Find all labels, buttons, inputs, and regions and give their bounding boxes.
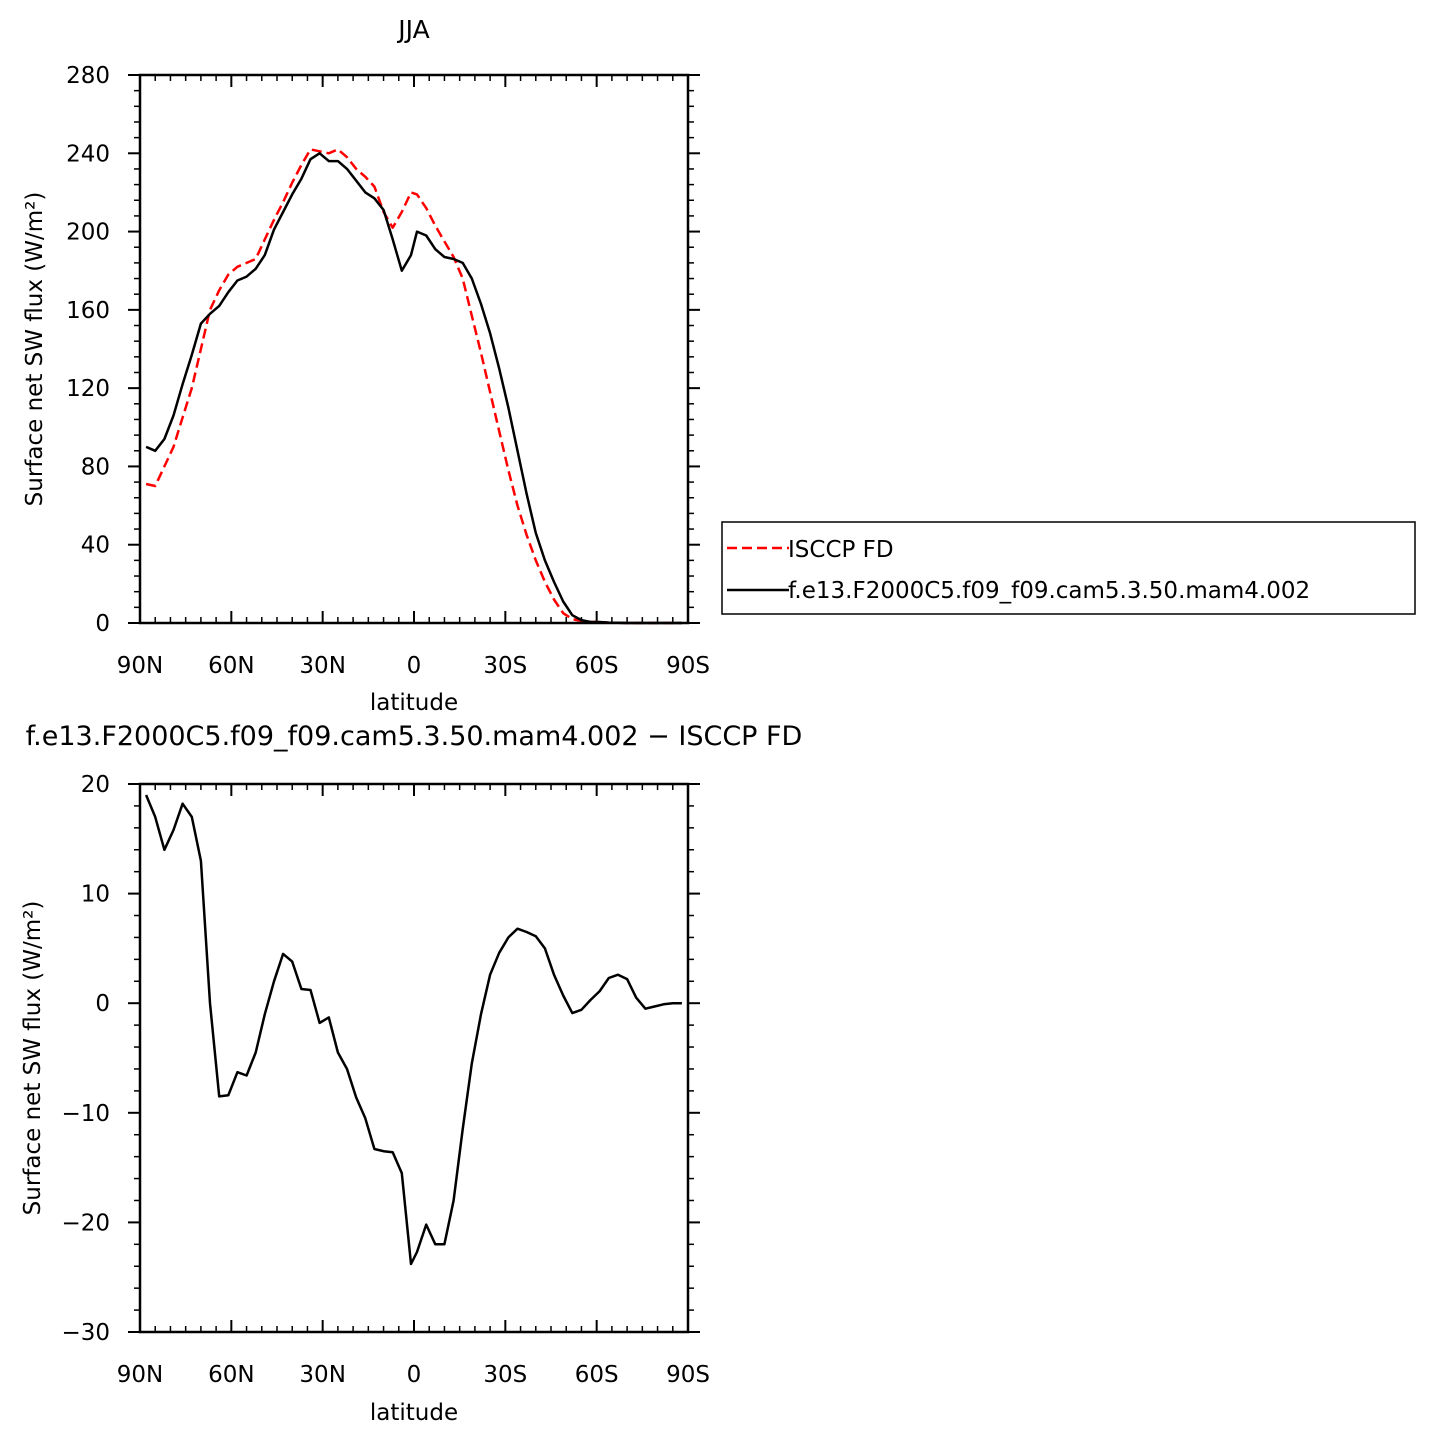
bottom-ticks: 90N 60N 30N 0 30S 60S 90S −30 −20 −10 0 10 20 (61, 772, 709, 1388)
top-series-group (145, 148, 682, 625)
legend: ISCCP FD f.e13.F2000C5.f09_f09.cam5.3.50… (721, 521, 1416, 615)
top-x-tick-label: 90S (666, 653, 710, 679)
legend-label-model: f.e13.F2000C5.f09_f09.cam5.3.50.mam4.002 (788, 578, 1310, 604)
top-x-tick-label: 60S (575, 653, 619, 679)
top-y-axis-label: Surface net SW flux (W/m²) (22, 192, 48, 507)
bottom-y-tick-label: 10 (81, 882, 110, 908)
top-x-tick-label: 30N (299, 653, 345, 679)
top-y-tick-label: 160 (66, 298, 110, 324)
bottom-x-tick-label: 30S (483, 1362, 527, 1388)
top-y-tick-label: 240 (66, 141, 110, 167)
bottom-x-tick-label: 90N (117, 1362, 163, 1388)
top-x-tick-label: 60N (208, 653, 254, 679)
bottom-plot-frame (138, 782, 690, 1334)
top-y-tick-label: 0 (95, 611, 110, 637)
bottom-y-tick-label: −30 (61, 1320, 110, 1346)
top-y-tick-label: 80 (81, 454, 110, 480)
bottom-y-tick-label: −10 (61, 1101, 110, 1127)
bottom-panel: f.e13.F2000C5.f09_f09.cam5.3.50.mam4.002… (20, 721, 802, 1426)
top-x-axis-label: latitude (370, 690, 458, 716)
top-series-line-1 (145, 152, 682, 625)
legend-box (721, 521, 1416, 615)
bottom-series-group (144, 794, 682, 1266)
top-x-tick-label: 0 (407, 653, 422, 679)
bottom-y-tick-label: 0 (95, 991, 110, 1017)
bottom-y-tick-label: −20 (61, 1210, 110, 1236)
legend-label-isccp: ISCCP FD (788, 537, 894, 563)
bottom-x-axis-label: latitude (370, 1400, 458, 1426)
bottom-x-tick-label: 60N (208, 1362, 254, 1388)
top-panel: JJA 90N 60N 30N 0 30S 60S 90S 0 40 80 120 160 200 240… (22, 15, 1416, 716)
top-ticks: 90N 60N 30N 0 30S 60S 90S 0 40 80 120 160 200 240 280 (66, 63, 710, 679)
top-x-tick-label: 30S (483, 653, 527, 679)
bottom-y-axis-label: Surface net SW flux (W/m²) (20, 901, 46, 1216)
bottom-series-line-0 (144, 794, 682, 1266)
top-chart-title: JJA (396, 15, 429, 44)
bottom-x-tick-label: 60S (575, 1362, 619, 1388)
top-series-line-0 (145, 148, 682, 625)
top-y-tick-label: 120 (66, 376, 110, 402)
bottom-x-tick-label: 90S (666, 1362, 710, 1388)
top-y-tick-label: 200 (66, 220, 110, 246)
top-x-tick-label: 90N (117, 653, 163, 679)
top-y-tick-label: 40 (81, 533, 110, 559)
bottom-x-tick-label: 0 (407, 1362, 422, 1388)
bottom-chart-title: f.e13.F2000C5.f09_f09.cam5.3.50.mam4.002… (26, 721, 803, 752)
top-y-tick-label: 280 (66, 63, 110, 89)
bottom-y-tick-label: 20 (81, 772, 110, 798)
top-plot-frame (138, 73, 690, 625)
bottom-x-tick-label: 30N (299, 1362, 345, 1388)
